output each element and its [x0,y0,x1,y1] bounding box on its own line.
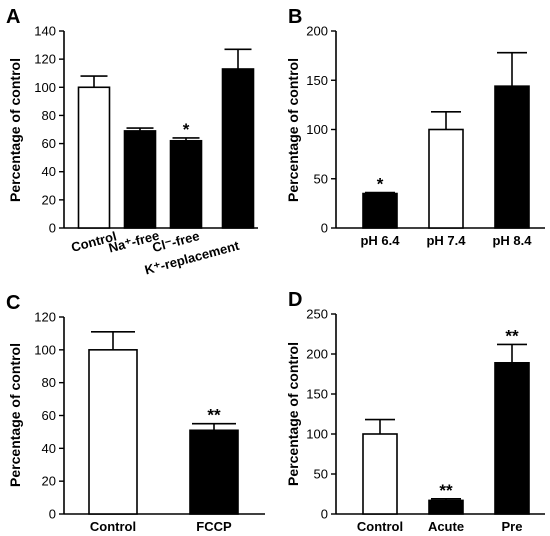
x-category-label: pH 7.4 [426,233,466,248]
y-tick-label: 200 [306,347,328,362]
bar [88,349,138,515]
x-category-label: Pre [502,519,523,534]
panel-d: D Percentage of control 0 50 100 150 200 250 Con… [285,289,545,534]
y-tick-label: 0 [321,221,328,236]
y-tick-label: 60 [42,408,56,423]
bar [428,128,464,229]
y-tick-label: 140 [34,24,56,39]
bar [77,86,111,229]
y-tick-label: 80 [42,108,56,123]
y-tick-label: 20 [42,192,56,207]
panel-letter: A [6,6,20,28]
y-tick-label: 0 [49,221,56,236]
significance-marker: * [377,175,384,194]
y-tick-label: 150 [306,387,328,402]
panel-letter: B [288,6,302,28]
y-tick-label: 40 [42,441,56,456]
significance-marker: ** [505,326,519,345]
panel-letter: D [288,289,302,311]
y-tick-label: 100 [34,80,56,95]
x-category-label: pH 6.4 [360,233,400,248]
y-axis-label: Percentage of control [285,342,301,486]
bar [169,139,203,229]
significance-marker: ** [207,406,221,425]
y-tick-label: 250 [306,307,328,322]
significance-marker: * [183,120,190,139]
y-tick-label: 100 [34,342,56,357]
y-tick-label: 100 [306,427,328,442]
y-tick-label: 120 [34,310,56,325]
bar [494,361,530,515]
y-tick-label: 0 [49,507,56,522]
y-tick-label: 50 [314,467,328,482]
bar [494,85,530,229]
y-axis-label: Percentage of control [7,58,23,202]
y-tick-label: 200 [306,24,328,39]
y-tick-label: 60 [42,136,56,151]
y-tick-label: 80 [42,375,56,390]
significance-marker: ** [439,481,453,500]
bar [189,429,239,515]
y-axis-label: Percentage of control [285,58,301,202]
y-tick-label: 0 [321,507,328,522]
y-tick-label: 100 [306,122,328,137]
x-category-label: Control [357,519,403,534]
panel-a: A Percentage of control 0 20 40 60 80 100 120 140… [6,6,258,277]
y-tick-label: 120 [34,52,56,67]
y-tick-label: 150 [306,73,328,88]
x-category-label: FCCP [196,519,232,534]
y-tick-label: 20 [42,474,56,489]
bar [221,68,255,229]
x-category-label: Control [90,519,136,534]
x-category-label: pH 8.4 [492,233,532,248]
panel-b: B Percentage of control 0 50 100 150 200 * pH 6.… [285,6,545,248]
panel-letter: C [6,292,20,314]
y-axis-label: Percentage of control [7,343,23,487]
y-tick-label: 50 [314,171,328,186]
bar [123,130,157,229]
bar [362,192,398,229]
bar [428,499,464,515]
y-tick-label: 40 [42,164,56,179]
bar [362,433,398,515]
panel-c: C Percentage of control 0 20 40 60 80 100 120 Con… [6,292,265,534]
x-category-label: Acute [428,519,464,534]
